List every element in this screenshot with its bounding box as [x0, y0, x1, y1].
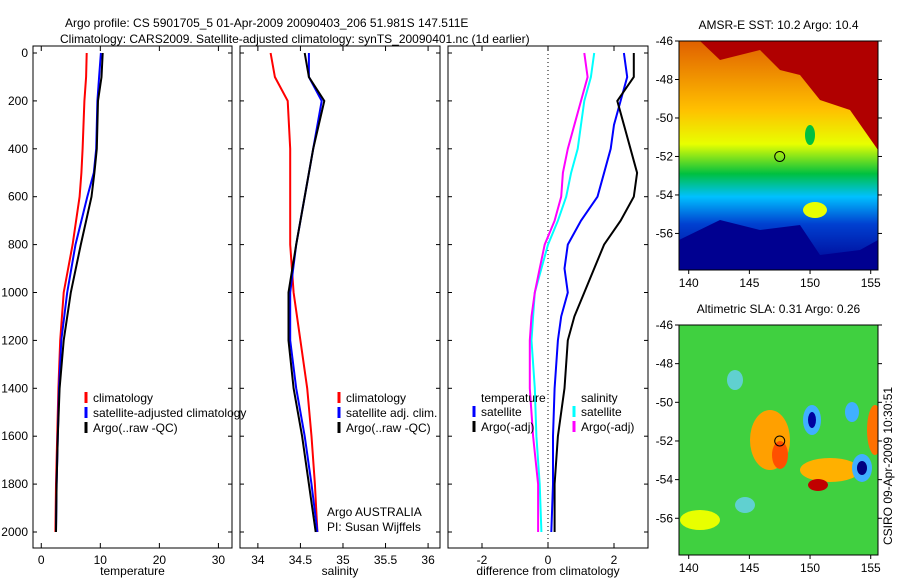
- legend-label: satellite adj. clim.: [346, 406, 437, 420]
- title-line-1: Argo profile: CS 5901705_5 01-Apr-2009 2…: [65, 16, 468, 30]
- x-tick-label: 35: [336, 553, 350, 567]
- x-tick-label: -2: [477, 553, 488, 567]
- y-tick-label: 1000: [1, 286, 28, 300]
- y-tick-label: 600: [8, 190, 28, 204]
- map-frame: [678, 324, 879, 556]
- y-tick-label: -46: [656, 34, 674, 48]
- sla-map-axes: Altimetric SLA: 0.31 Argo: 0.26 140 145 150…: [656, 302, 882, 575]
- y-tick-label: -54: [656, 188, 674, 202]
- sst-map-axes: AMSR-E SST: 10.2 Argo: 10.4 140 145 150 155 -…: [656, 18, 882, 290]
- y-tick-label: 1800: [1, 477, 28, 491]
- sst-map-image: [679, 41, 878, 270]
- y-tick-label: 0: [21, 46, 28, 60]
- legend-label: Argo(-adj): [581, 420, 634, 434]
- sla-map-image: [679, 325, 878, 555]
- x-tick-label: 34.5: [289, 553, 313, 567]
- x-tick-label: 10: [94, 553, 108, 567]
- x-tick-label: 140: [679, 561, 699, 575]
- argo-position-marker: [774, 435, 786, 447]
- y-tick-label: -46: [656, 318, 674, 332]
- x-tick-label: 150: [800, 561, 820, 575]
- salinity-panel: 34 34.5 35 35.5 36 salinity climatologysatelli…: [239, 45, 441, 578]
- series-line: [550, 52, 629, 533]
- title-line-2: Climatology: CARS2009. Satellite-adjuste…: [60, 32, 530, 46]
- legend-label: Argo(..raw -QC): [346, 421, 431, 435]
- series-line: [269, 52, 319, 533]
- y-tick-label: 1600: [1, 429, 28, 443]
- plot-frame: [447, 45, 649, 549]
- legend-header: temperature: [481, 391, 546, 405]
- x-tick-label: 0: [545, 553, 552, 567]
- legend-label: climatology: [93, 391, 153, 405]
- y-tick-label: 200: [8, 94, 28, 108]
- y-tick-label: -52: [656, 434, 674, 448]
- x-tick-label: 2: [611, 553, 618, 567]
- y-tick-label: -52: [656, 149, 674, 163]
- series-line: [55, 52, 104, 533]
- legend-header: salinity: [581, 391, 618, 405]
- map-title: AMSR-E SST: 10.2 Argo: 10.4: [698, 18, 858, 32]
- x-tick-label: 35.5: [374, 553, 398, 567]
- legend-label: satellite-adjusted climatology: [93, 406, 246, 420]
- annotation: Argo AUSTRALIA: [327, 505, 422, 519]
- x-axis-label: temperature: [100, 564, 165, 578]
- y-tick-label: -56: [656, 511, 674, 525]
- x-axis-label: difference from climatology: [476, 564, 619, 578]
- x-tick-label: 155: [861, 276, 881, 290]
- x-tick-label: 20: [153, 553, 167, 567]
- legend-label: Argo(..raw -QC): [93, 421, 178, 435]
- x-tick-label: 30: [212, 553, 226, 567]
- plot-frame: [32, 45, 233, 549]
- y-tick-label: 800: [8, 238, 28, 252]
- x-tick-label: 155: [861, 561, 881, 575]
- legend-label: climatology: [346, 391, 406, 405]
- legend-label: satellite: [581, 405, 622, 419]
- x-tick-label: 36: [421, 553, 435, 567]
- legend-label: satellite: [481, 405, 522, 419]
- y-tick-label: -50: [656, 111, 674, 125]
- temperature-panel: 0 10 20 30 0 200 400 600 800 1000 1200 1400 1600 1800…: [1, 45, 246, 578]
- x-tick-label: 150: [800, 276, 820, 290]
- x-axis-label: salinity: [322, 564, 359, 578]
- side-label: CSIRO 09-Apr-2009 10:30:51: [881, 387, 895, 545]
- y-tick-label: -56: [656, 226, 674, 240]
- series-line: [528, 52, 589, 532]
- y-tick-label: -50: [656, 395, 674, 409]
- series-line: [287, 52, 326, 533]
- legend-label: Argo(-adj): [481, 420, 534, 434]
- y-tick-label: -54: [656, 473, 674, 487]
- y-tick-label: 400: [8, 142, 28, 156]
- x-tick-label: 145: [739, 276, 759, 290]
- series-line: [530, 52, 596, 533]
- plot-frame: [239, 45, 441, 549]
- annotation: PI: Susan Wijffels: [327, 520, 421, 534]
- y-tick-label: 1200: [1, 333, 28, 347]
- argo-position-marker: [774, 150, 786, 162]
- x-tick-label: 140: [679, 276, 699, 290]
- map-title: Altimetric SLA: 0.31 Argo: 0.26: [697, 302, 861, 316]
- y-tick-label: 1400: [1, 381, 28, 395]
- x-tick-label: 0: [38, 553, 45, 567]
- y-tick-label: -48: [656, 72, 674, 86]
- y-tick-label: 2000: [1, 525, 28, 539]
- x-tick-label: 34: [251, 553, 265, 567]
- map-frame: [678, 40, 879, 271]
- x-tick-label: 145: [739, 561, 759, 575]
- y-tick-label: -48: [656, 357, 674, 371]
- series-line: [553, 53, 639, 532]
